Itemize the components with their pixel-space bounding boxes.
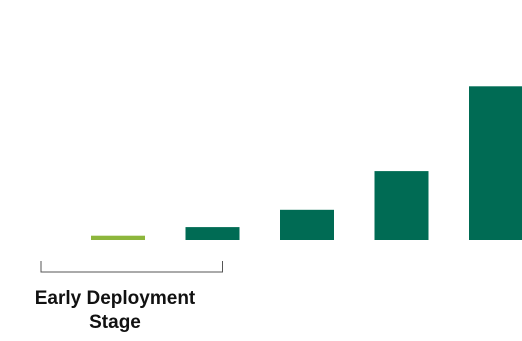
bar-5 xyxy=(469,86,522,240)
bar-4 xyxy=(374,171,429,240)
early-deployment-bracket xyxy=(40,261,223,273)
stage-label-line-2: Stage xyxy=(89,312,141,333)
stage-label-line-1: Early Deployment xyxy=(34,288,196,309)
bar-2 xyxy=(185,227,240,240)
bar-1 xyxy=(91,235,145,240)
bar-series xyxy=(91,86,522,240)
bar-3 xyxy=(280,209,334,240)
early-deployment-stage-label: Early Deployment Stage xyxy=(0,287,230,335)
